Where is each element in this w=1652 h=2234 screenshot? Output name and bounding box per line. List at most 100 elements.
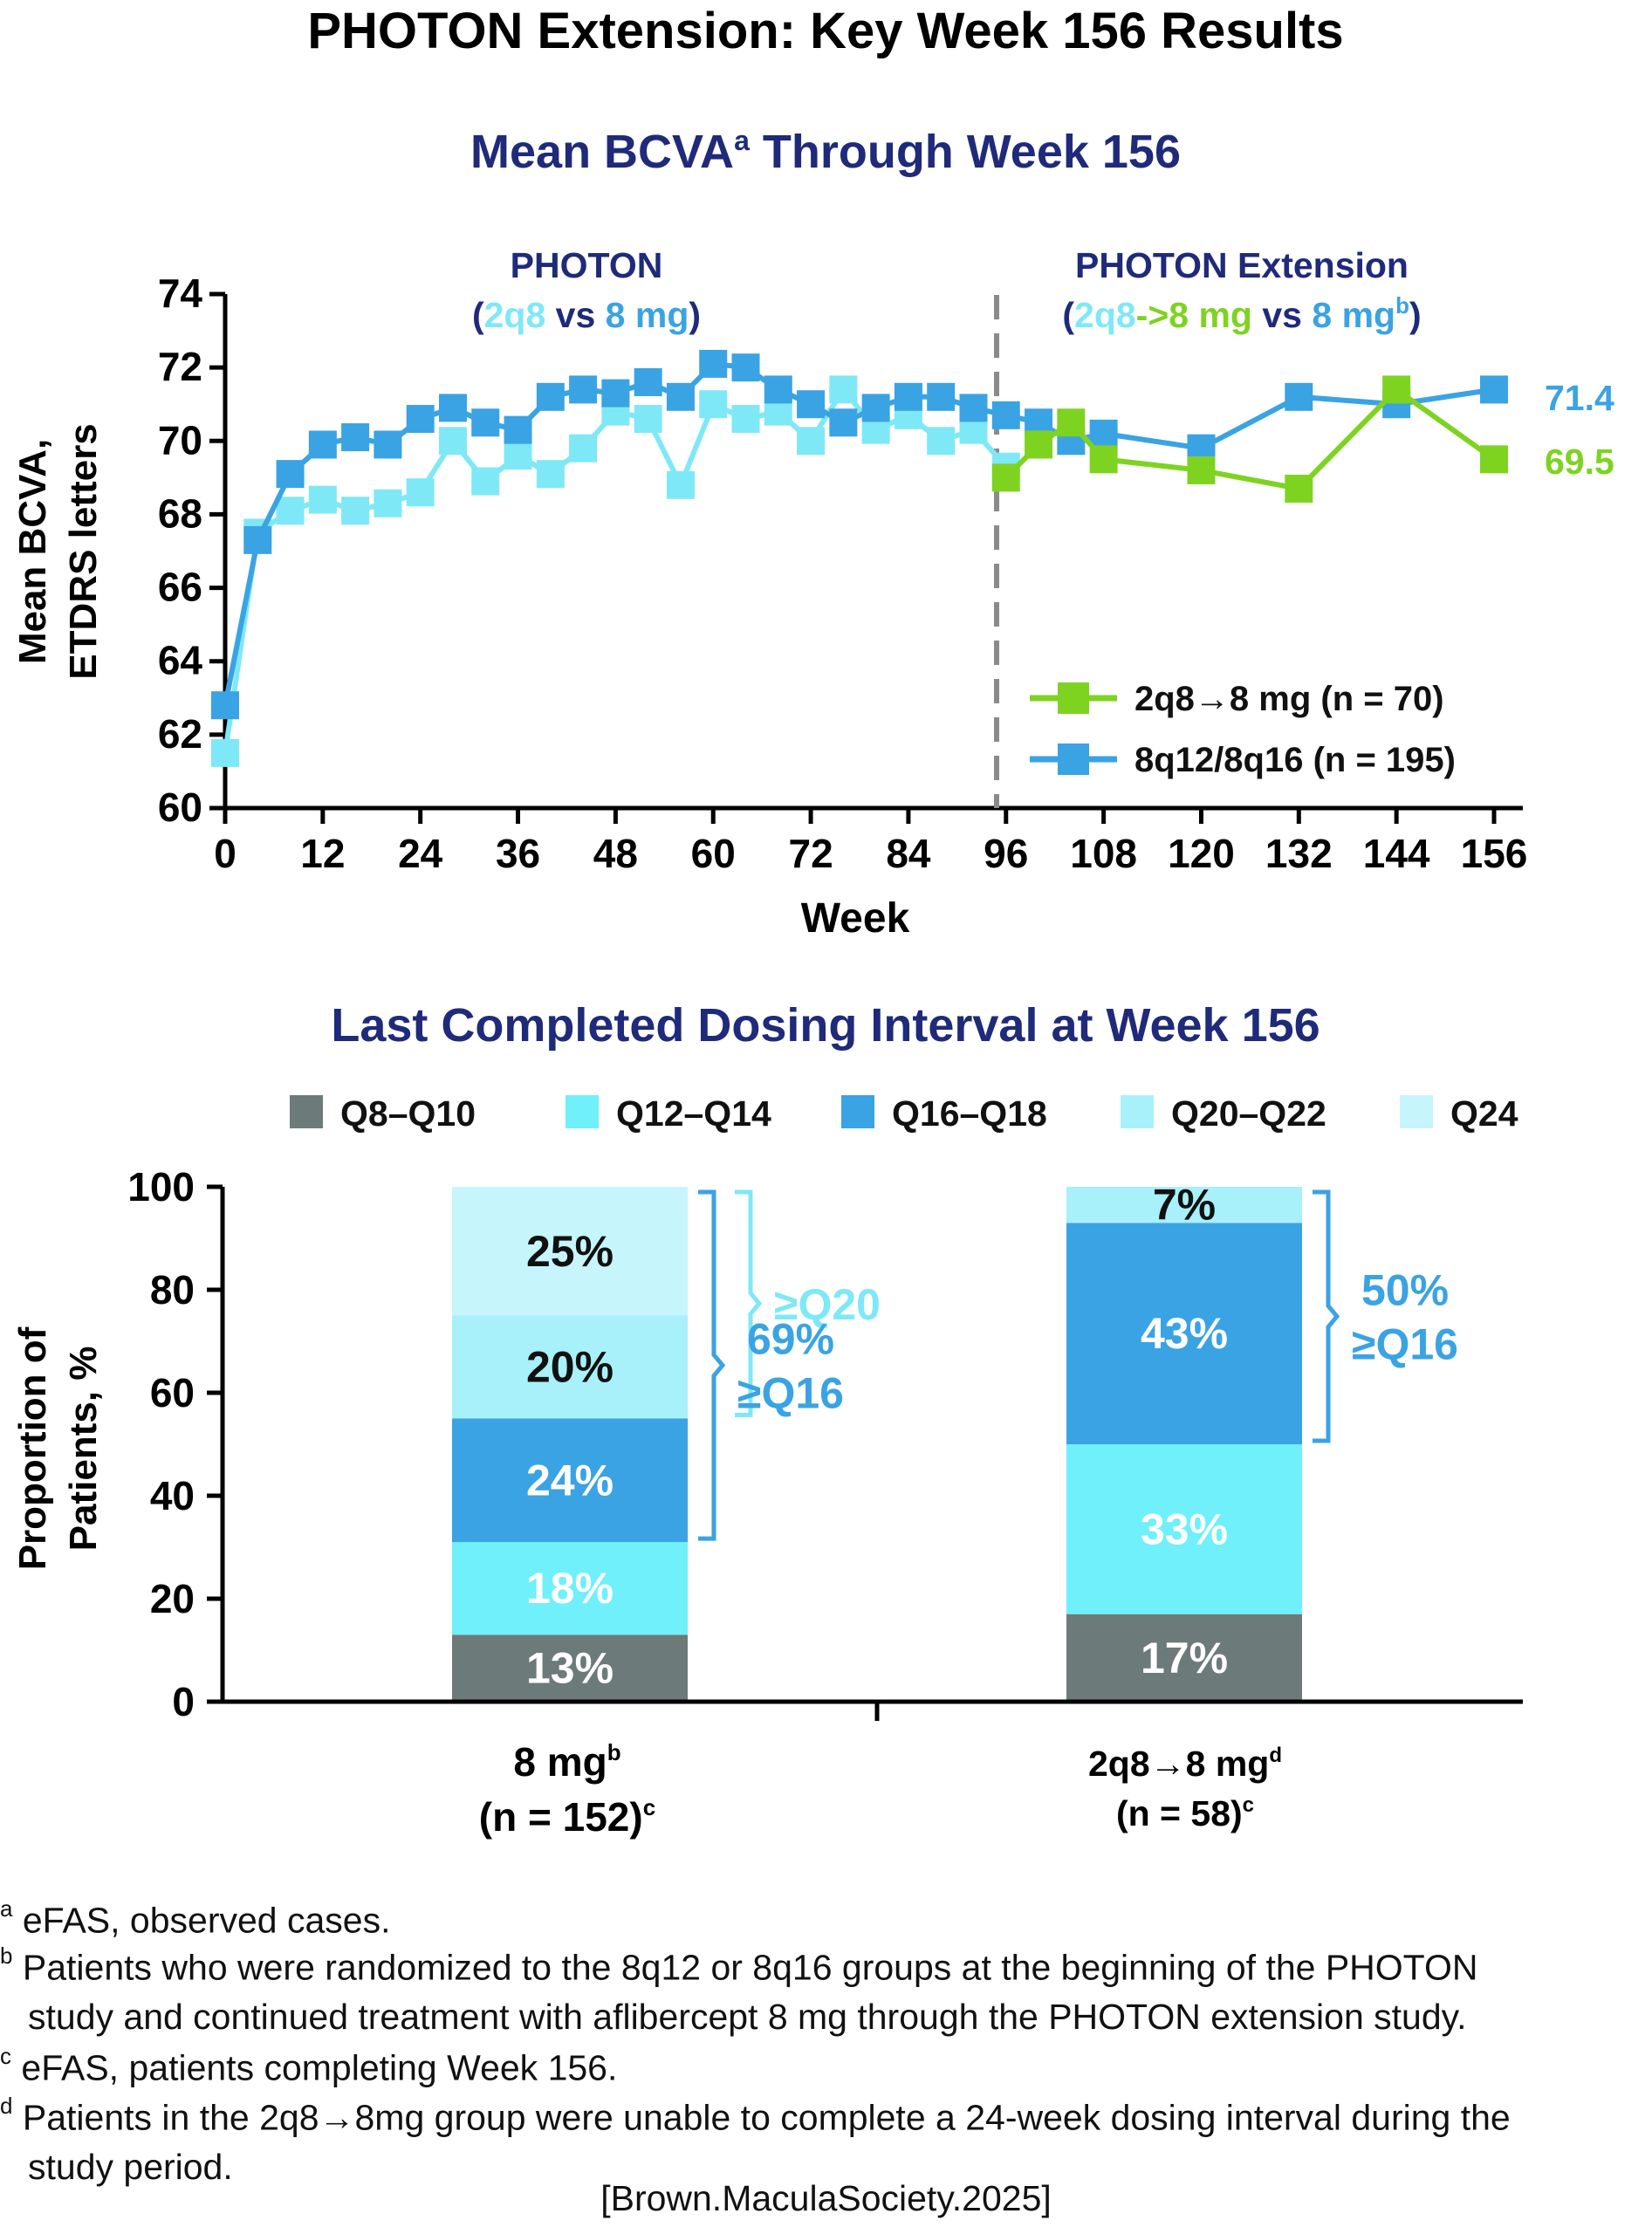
legend-label-q12-q14: Q12–Q14 xyxy=(616,1093,771,1134)
extension-section-subtitle: (2q8->8 mg vs 8 mgb) xyxy=(1062,292,1421,335)
legend-swatch-q16-q18 xyxy=(841,1095,874,1128)
bcva-line-chart: Mean BCVAa Through Week 156 PHOTON (2q8 … xyxy=(11,125,1614,942)
bcva-y-axis-title: Mean BCVA, ETDRS letters xyxy=(11,423,105,679)
legend-label-q16-q18: Q16–Q18 xyxy=(892,1093,1047,1134)
bar-segment xyxy=(452,1315,688,1419)
footnote-c-text: eFAS, patients completing Week 156. xyxy=(21,2047,618,2088)
bar-segment xyxy=(452,1187,688,1316)
y-tick-label: 66 xyxy=(158,565,202,610)
data-point xyxy=(341,423,370,452)
footnote-d-text-2: study period. xyxy=(28,2146,233,2187)
x-tick-label: 72 xyxy=(788,831,833,876)
bar-label: 43% xyxy=(1141,1309,1228,1358)
data-point xyxy=(504,442,532,470)
bar-label: 13% xyxy=(526,1644,614,1693)
bcva-x-axis-title: Week xyxy=(801,895,910,942)
bar-segment xyxy=(1066,1444,1302,1614)
legend-marker-blue xyxy=(1058,744,1089,775)
bcva-chart-title: Mean BCVAa Through Week 156 xyxy=(470,125,1181,178)
data-point xyxy=(634,405,662,434)
footnote-b-text-1: Patients who were randomized to the 8q12… xyxy=(22,1947,1478,1988)
data-point xyxy=(1187,456,1216,484)
data-point xyxy=(731,353,760,382)
photon-section-subtitle: (2q8 vs 8 mg) xyxy=(472,295,701,335)
dosing-interval-chart: Last Completed Dosing Interval at Week 1… xyxy=(11,999,1523,1840)
photon-section-title: PHOTON xyxy=(511,245,663,285)
end-label-green: 69.5 xyxy=(1545,442,1614,482)
legend-swatch-q20-q22 xyxy=(1121,1095,1154,1128)
data-point xyxy=(438,394,467,422)
data-point xyxy=(276,460,305,489)
data-point xyxy=(666,382,695,411)
data-point xyxy=(1480,375,1508,404)
bar-segment xyxy=(1066,1187,1302,1223)
bcva-legend: 2q8→8 mg (n = 70) 8q12/8q16 (n = 195) xyxy=(1030,680,1456,779)
data-point xyxy=(1285,382,1313,411)
bracket xyxy=(735,1189,763,1417)
data-point xyxy=(829,408,858,437)
data-point xyxy=(1025,430,1053,459)
dosing-bars: 13% 18% 24% 20% 25% 17% 33% 43% 7% xyxy=(452,1181,1302,1702)
x-tick-label: 96 xyxy=(984,831,1028,876)
y-tick-label: 60 xyxy=(158,785,202,830)
end-label-blue: 71.4 xyxy=(1545,378,1614,418)
data-point xyxy=(341,497,370,525)
legend-label-green: 2q8→8 mg (n = 70) xyxy=(1134,680,1444,718)
bar-segment xyxy=(452,1542,688,1635)
data-point xyxy=(991,463,1020,492)
data-point xyxy=(1480,445,1508,474)
legend-label-q24: Q24 xyxy=(1450,1093,1518,1134)
data-point xyxy=(308,485,337,514)
category-n-8mg: (n = 152)c xyxy=(479,1794,655,1840)
legend-label-q20-q22: Q20–Q22 xyxy=(1171,1093,1326,1134)
data-point xyxy=(764,375,792,404)
dosing-y-axis-title: Proportion of Patients, % xyxy=(11,1326,105,1570)
x-tick-label: 0 xyxy=(214,831,236,876)
data-point xyxy=(471,467,500,496)
x-tick-label: 84 xyxy=(886,831,931,876)
data-point xyxy=(991,401,1020,429)
data-point xyxy=(1382,375,1411,404)
y-tick-label: 40 xyxy=(150,1473,195,1518)
dosing-axis-ticks: 0 20 40 60 80 100 xyxy=(127,1164,223,1724)
bar-label: 33% xyxy=(1141,1504,1228,1553)
data-point xyxy=(569,434,598,463)
x-tick-label: 144 xyxy=(1363,831,1430,876)
data-point xyxy=(666,470,695,499)
data-point xyxy=(536,382,565,411)
category-n-2q8-8mg: (n = 58)c xyxy=(1116,1793,1254,1833)
legend-swatch-q24 xyxy=(1400,1095,1433,1128)
data-point xyxy=(504,415,532,444)
data-point xyxy=(374,430,402,459)
bar-label: 24% xyxy=(526,1456,614,1504)
y-tick-label: 60 xyxy=(150,1370,195,1415)
data-point xyxy=(406,405,435,434)
legend-swatch-q12-q14 xyxy=(566,1095,599,1128)
data-point xyxy=(211,691,239,720)
data-point xyxy=(927,382,956,411)
data-point xyxy=(927,427,956,456)
y-tick-label: 0 xyxy=(172,1679,195,1724)
data-point xyxy=(1089,445,1118,474)
citation: [Brown.MaculaSociety.2025] xyxy=(600,2178,1052,2218)
data-point xyxy=(731,405,760,434)
legend-label-q8-q10: Q8–Q10 xyxy=(340,1093,476,1134)
bar-segment xyxy=(452,1418,688,1543)
data-point xyxy=(797,427,826,456)
x-tick-label: 120 xyxy=(1168,831,1235,876)
footnote-d-mark: d xyxy=(0,2093,13,2119)
dosing-legend: Q8–Q10 Q12–Q14 Q16–Q18 Q20–Q22 Q24 xyxy=(290,1093,1518,1134)
data-point xyxy=(374,489,402,517)
bar-segment xyxy=(452,1634,688,1702)
x-tick-label: 132 xyxy=(1265,831,1333,876)
y-tick-label: 64 xyxy=(158,638,203,683)
bcva-axis-ticks: 60 62 64 66 68 70 72 74 0 12 24 36 48 60 72 84 96 108 120 1… xyxy=(158,271,1528,876)
y-tick-label: 62 xyxy=(158,711,202,757)
bracket-label: ≥Q16 xyxy=(1352,1320,1458,1369)
y-tick-label: 70 xyxy=(158,417,202,463)
data-point xyxy=(211,738,239,767)
data-point xyxy=(634,367,662,396)
data-point xyxy=(601,379,630,408)
